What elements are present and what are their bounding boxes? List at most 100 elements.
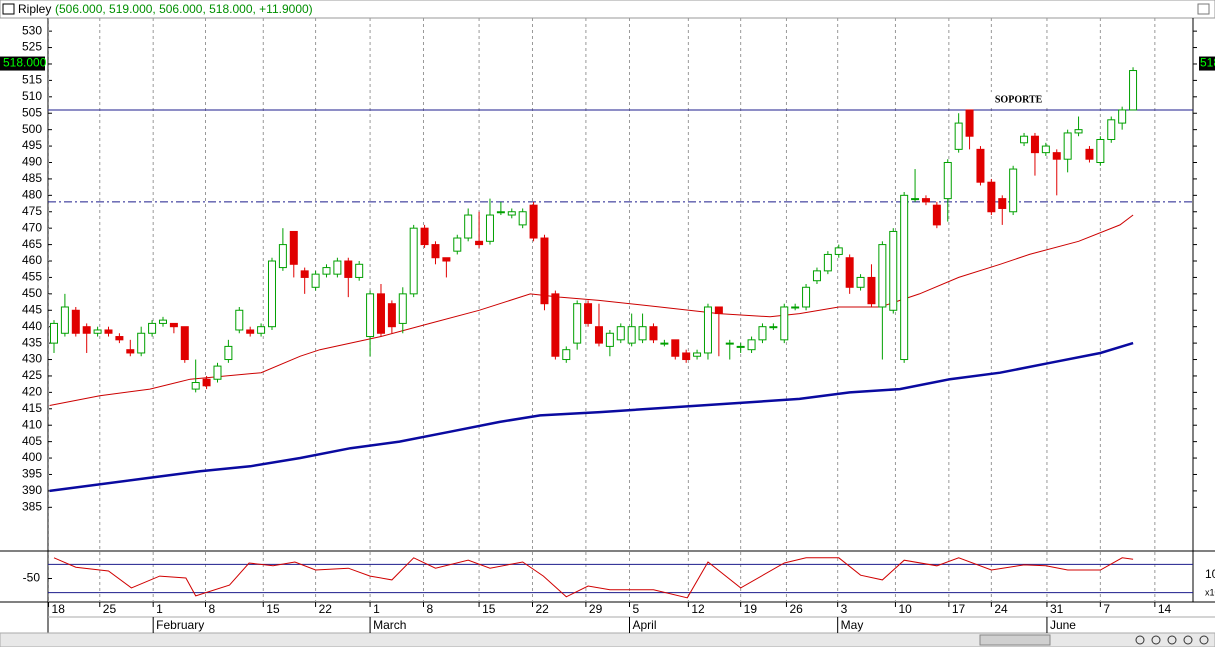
- candle-body: [453, 237, 462, 252]
- candle-body: [409, 227, 418, 295]
- annotation-bg: [982, 92, 1063, 107]
- y-tick-label: 415: [22, 401, 42, 415]
- month-label: April: [632, 618, 656, 632]
- candle-body: [671, 339, 680, 357]
- candle-body: [235, 309, 244, 331]
- x-tick-label: 15: [482, 602, 496, 616]
- candle-body: [224, 345, 233, 361]
- x-tick-label: 1: [373, 602, 380, 616]
- candle-body: [507, 211, 516, 216]
- x-tick-label: 8: [426, 602, 433, 616]
- toolbar-icon[interactable]: [1199, 635, 1209, 645]
- toolbar-icon[interactable]: [1167, 635, 1177, 645]
- candle-body: [998, 198, 1007, 209]
- candle-body: [387, 303, 396, 328]
- candle-body: [573, 303, 582, 344]
- candle-body: [660, 342, 669, 345]
- toolbar-icon[interactable]: [1135, 635, 1145, 645]
- annotation: SOPORTE: [995, 94, 1043, 105]
- candle-body: [202, 378, 211, 387]
- candle-body: [627, 326, 636, 344]
- candle-body: [551, 293, 560, 357]
- x-tick-label: 22: [535, 602, 549, 616]
- x-tick-label: 17: [952, 602, 966, 616]
- candle-body: [965, 109, 974, 137]
- candle-body: [954, 122, 963, 150]
- y-tick-label: 480: [22, 188, 42, 202]
- month-label: May: [841, 618, 864, 632]
- candle-body: [725, 342, 734, 345]
- candle-body: [682, 352, 691, 361]
- candle-body: [638, 326, 647, 341]
- candle-body: [529, 204, 538, 239]
- candle-body: [693, 352, 702, 357]
- candle-body: [605, 332, 614, 347]
- candle-body: [649, 326, 658, 341]
- candle-body: [1107, 119, 1116, 141]
- candle-body: [584, 303, 593, 324]
- candle-body: [60, 306, 69, 334]
- candle-body: [213, 365, 222, 380]
- y-tick-label: 530: [22, 23, 42, 37]
- x-tick-label: 19: [744, 602, 758, 616]
- candle-body: [714, 306, 723, 315]
- candle-body: [856, 276, 865, 288]
- y-tick-label: 510: [22, 89, 42, 103]
- candle-body: [311, 273, 320, 288]
- x-tick-label: 12: [691, 602, 705, 616]
- y-tick-label: 475: [22, 204, 42, 218]
- candle-body: [180, 326, 189, 361]
- candle-body: [867, 276, 876, 305]
- candle-body: [812, 270, 821, 282]
- toolbar-icon[interactable]: [1183, 635, 1193, 645]
- y-tick-label: 400: [22, 450, 42, 464]
- month-label: June: [1050, 618, 1076, 632]
- candle-body: [115, 336, 124, 341]
- window-icon[interactable]: [1197, 3, 1210, 15]
- candle-body: [703, 306, 712, 354]
- toolbar-icon[interactable]: [1151, 635, 1161, 645]
- window-icon[interactable]: [2, 3, 15, 15]
- y-tick-label: 470: [22, 220, 42, 234]
- x-tick-label: 31: [1050, 602, 1064, 616]
- y-tick-label: 505: [22, 105, 42, 119]
- candle-body: [780, 306, 789, 341]
- candle-body: [464, 214, 473, 239]
- candle-body: [736, 345, 745, 348]
- y-tick-label: 450: [22, 286, 42, 300]
- x-tick-label: 3: [841, 602, 848, 616]
- x-tick-label: 25: [103, 602, 117, 616]
- candle-body: [71, 309, 80, 334]
- month-label: March: [373, 618, 406, 632]
- candle-body: [257, 326, 266, 334]
- y-tick-label: 440: [22, 319, 42, 333]
- candle-body: [1129, 70, 1138, 111]
- candle-body: [1063, 132, 1072, 160]
- candle-body: [267, 260, 276, 328]
- y-tick-label: 445: [22, 302, 42, 316]
- plot: 3853903954004054104154204254304354404454…: [0, 18, 1215, 633]
- candle-body: [398, 293, 407, 324]
- volume-scale-label: x100: [1205, 587, 1215, 597]
- candle-body: [1052, 152, 1061, 160]
- candle-body: [987, 181, 996, 213]
- candle-body: [475, 240, 484, 246]
- candle-body: [191, 382, 200, 390]
- y-tick-label: 420: [22, 385, 42, 399]
- oscillator-tick-label: -50: [23, 571, 41, 585]
- candle-body: [594, 326, 603, 344]
- y-tick-label: 515: [22, 73, 42, 87]
- candle-body: [148, 322, 157, 334]
- candle-body: [126, 349, 135, 354]
- scrollbar[interactable]: [0, 632, 1215, 647]
- security-name: Ripley: [18, 2, 51, 16]
- y-tick-label: 430: [22, 352, 42, 366]
- scroll-thumb[interactable]: [979, 634, 1051, 646]
- candle-body: [169, 322, 178, 328]
- candle-body: [758, 326, 767, 341]
- y-tick-label: 425: [22, 368, 42, 382]
- candle-body: [889, 230, 898, 311]
- candle-body: [49, 322, 58, 344]
- x-tick-label: 18: [52, 602, 66, 616]
